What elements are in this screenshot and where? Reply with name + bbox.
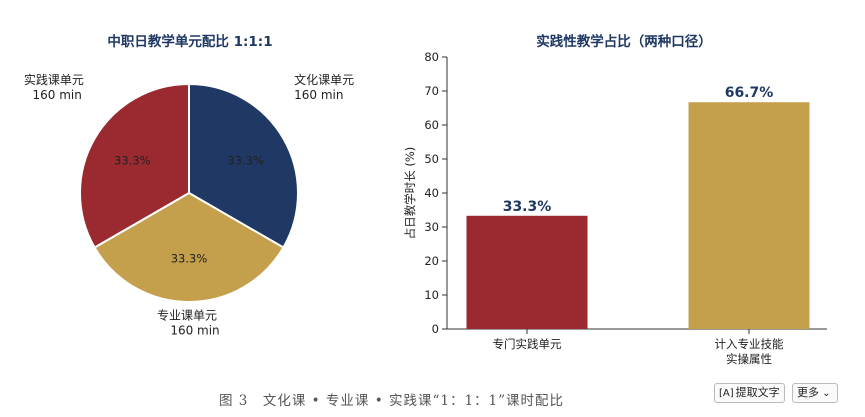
- text-select-icon: [A]: [719, 388, 734, 399]
- pie-slice: [188, 82, 299, 249]
- figure-caption: 图 3 文化课 • 专业课 • 实践课“1：1：1”课时配比: [219, 393, 565, 409]
- x-tick-label: 实操属性: [726, 352, 772, 366]
- pie-slice: [93, 191, 285, 303]
- bar: [466, 215, 588, 329]
- pie-slice-percent-label: 33.3%: [171, 251, 208, 265]
- chevron-down-icon: ⌄: [819, 388, 831, 399]
- bar-chart-title: 实践性教学占比（两种口径）: [536, 34, 712, 50]
- more-label: 更多: [797, 386, 819, 399]
- pie-slice-duration-label: 160 min: [294, 88, 343, 102]
- pie-slice-name-label: 文化课单元: [294, 72, 354, 87]
- bar-value-label: 33.3%: [503, 199, 552, 215]
- pie-slice-name-label: 实践课单元: [24, 72, 84, 87]
- x-tick-label: 计入专业技能: [715, 337, 784, 351]
- y-axis-label: 占日教学时长 (%): [403, 147, 417, 240]
- y-tick-label: 40: [424, 186, 439, 200]
- pie-slice-duration-label: 160 min: [33, 88, 82, 102]
- y-tick-label: 30: [424, 220, 439, 234]
- y-tick-label: 60: [424, 118, 439, 132]
- bar: [688, 102, 810, 329]
- pie-slice-name-label: 专业课单元: [157, 307, 217, 322]
- pie-chart-title: 中职日教学单元配比 1:1:1: [107, 34, 273, 50]
- y-tick-label: 50: [424, 152, 439, 166]
- pie-slice-percent-label: 33.3%: [114, 153, 151, 167]
- y-tick-label: 70: [424, 84, 439, 98]
- pie-slice-percent-label: 33.3%: [227, 153, 264, 167]
- y-tick-label: 80: [424, 50, 439, 64]
- bar-value-label: 66.7%: [725, 85, 774, 101]
- extract-text-label: 提取文字: [735, 386, 780, 399]
- pie-slice-duration-label: 160 min: [170, 323, 219, 337]
- y-tick-label: 20: [424, 254, 439, 268]
- x-tick-label: 专门实践单元: [493, 337, 562, 351]
- extract-text-button[interactable]: [A] 提取文字: [714, 383, 785, 403]
- more-button[interactable]: 更多 ⌄: [792, 383, 838, 403]
- y-tick-label: 0: [432, 322, 439, 336]
- pie-slice: [79, 82, 190, 249]
- y-tick-label: 10: [424, 288, 439, 302]
